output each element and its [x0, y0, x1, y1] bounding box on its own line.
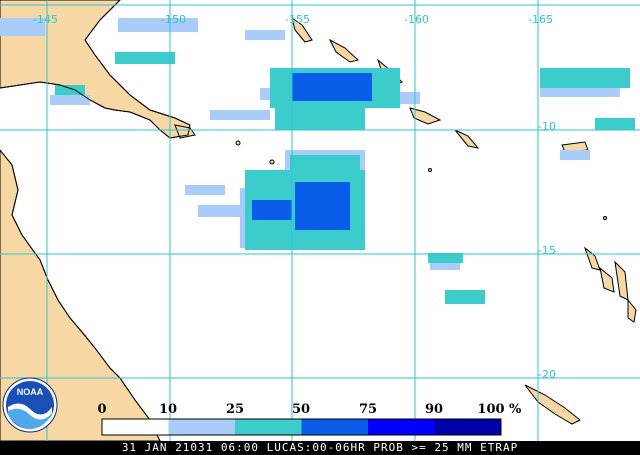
legend-labels: 0 10 25 50 75 90 100 — [0, 402, 640, 417]
probability-layer — [0, 18, 635, 304]
legend-unit: % — [509, 402, 522, 417]
probability-map — [0, 0, 640, 441]
legend-swatch-5 — [434, 419, 501, 435]
solomon-island-6 — [454, 129, 480, 149]
lat-label-20: -20 — [538, 368, 556, 381]
legend-tick-10: 10 — [158, 402, 178, 417]
legend-tick-0: 0 — [97, 402, 107, 417]
vanuatu-island-4 — [627, 298, 637, 323]
lon-label-145: -145 — [33, 13, 58, 26]
legend-tick-100: 100 — [477, 402, 505, 417]
legend-swatch-3 — [301, 419, 368, 435]
solomon-island-5 — [409, 107, 442, 125]
lon-label-150: -150 — [161, 13, 186, 26]
legend-tick-25: 25 — [225, 402, 245, 417]
legend-tick-50: 50 — [291, 402, 311, 417]
graticule — [0, 0, 640, 441]
lat-label-15: -15 — [538, 244, 556, 257]
coastline-layer — [0, 0, 191, 441]
legend-swatch-1 — [168, 419, 235, 435]
lon-label-165: -165 — [528, 13, 553, 26]
solomon-island-1 — [291, 16, 313, 43]
lat-label-10: -10 — [538, 120, 556, 133]
vanuatu-island-2 — [599, 266, 615, 293]
lon-label-160: -160 — [404, 13, 429, 26]
noaa-logo: NOAA — [2, 377, 58, 433]
legend-colorbar — [101, 418, 502, 436]
solomon-island-2 — [328, 38, 360, 63]
lon-label-155: -155 — [285, 13, 310, 26]
legend-tick-75: 75 — [358, 402, 378, 417]
legend-tick-90: 90 — [424, 402, 444, 417]
legend-border — [101, 418, 502, 436]
legend-swatch-2 — [235, 419, 302, 435]
legend-swatch-4 — [368, 419, 435, 435]
logo-text: NOAA — [17, 387, 44, 397]
new-caledonia — [524, 384, 581, 425]
legend-swatch-0 — [102, 419, 169, 435]
map-caption: 31 JAN 21031 06:00 LUCAS:00-06HR PROB >=… — [0, 441, 640, 455]
